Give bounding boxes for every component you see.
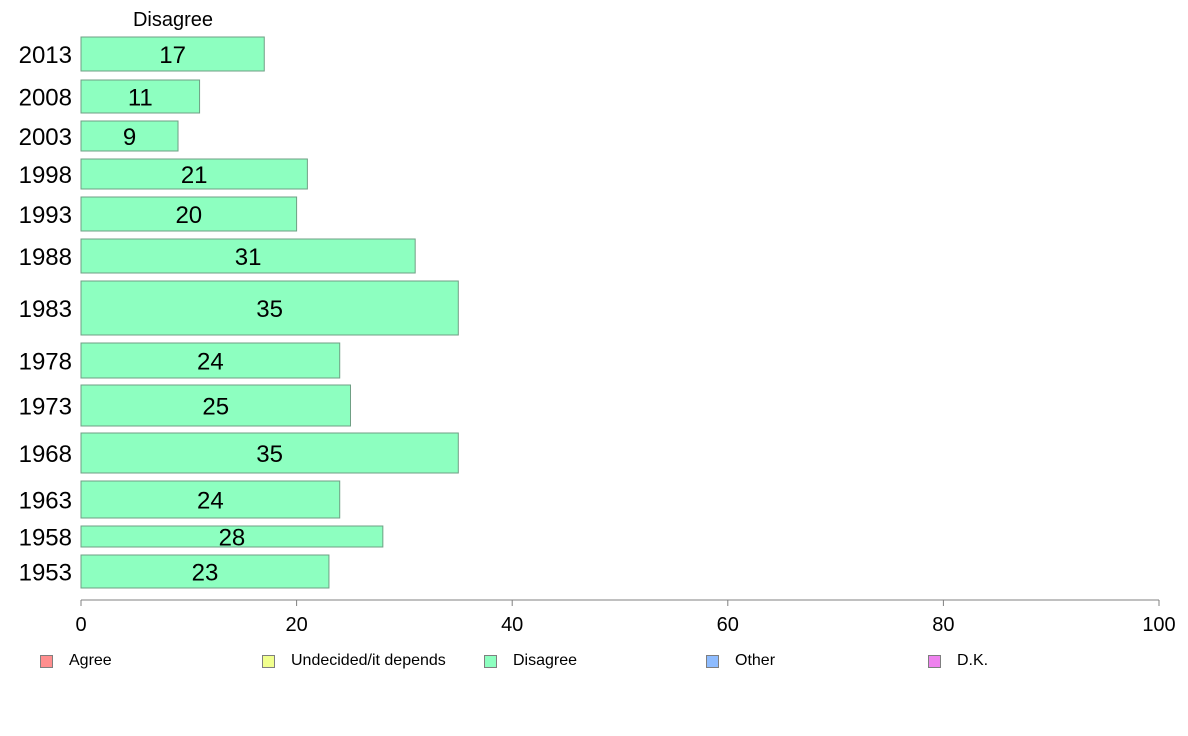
bar-2008 — [80, 79, 201, 114]
bar-1973 — [80, 384, 351, 427]
bar-1953 — [80, 554, 330, 589]
x-axis: 0 20 40 60 80 100 — [75, 599, 1176, 636]
data-label-1963: 24 — [197, 488, 224, 515]
x-tick-label-40: 40 — [501, 614, 523, 636]
legend-item-disagree: Disagree — [484, 652, 577, 670]
data-label-1988: 31 — [235, 244, 262, 271]
y-tick-label-1963: 1963 — [19, 488, 72, 515]
legend-swatch-other — [706, 654, 719, 668]
bar-1968 — [80, 432, 459, 474]
data-label-2008: 11 — [128, 85, 153, 112]
x-tick-label-60: 60 — [717, 614, 739, 636]
data-label-1993: 20 — [175, 202, 202, 229]
data-label-2013: 17 — [159, 42, 186, 69]
bar-1958 — [80, 525, 384, 548]
y-tick-label-1958: 1958 — [19, 525, 72, 552]
y-tick-label-1978: 1978 — [19, 349, 72, 376]
legend-swatch-undecided — [262, 654, 275, 668]
bar-1983 — [80, 280, 459, 336]
legend: Agree Undecided/it depends Disagree Othe… — [0, 652, 1188, 676]
data-label-1973: 25 — [202, 394, 229, 421]
legend-label-undecided: Undecided/it depends — [291, 652, 446, 669]
data-label-1978: 24 — [197, 349, 224, 376]
y-tick-label-1968: 1968 — [19, 441, 72, 468]
legend-item-dk: D.K. — [928, 652, 988, 670]
legend-item-other: Other — [706, 652, 775, 670]
y-tick-label-1983: 1983 — [19, 296, 72, 323]
legend-swatch-dk — [928, 654, 941, 668]
bar-1978 — [80, 342, 341, 379]
legend-label-other: Other — [735, 652, 776, 669]
data-label-1968: 35 — [256, 441, 283, 468]
x-tick-label-80: 80 — [932, 614, 954, 636]
y-tick-label-2003: 2003 — [19, 124, 72, 151]
bar-1993 — [80, 196, 298, 232]
bar-1988 — [80, 238, 416, 274]
x-tick-label-20: 20 — [285, 614, 307, 636]
chart-title: Disagree — [133, 9, 213, 31]
y-tick-label-1973: 1973 — [19, 394, 72, 421]
data-label-1953: 23 — [192, 560, 219, 587]
data-label-1998: 21 — [181, 162, 208, 189]
y-tick-label-1953: 1953 — [19, 560, 72, 587]
legend-item-undecided: Undecided/it depends — [262, 652, 446, 670]
x-tick-label-0: 0 — [75, 614, 86, 636]
y-tick-label-2013: 2013 — [19, 42, 72, 69]
y-axis-labels: 2013 2008 2003 1998 1993 1988 1983 1978 1973 1968… — [19, 42, 72, 587]
y-tick-label-1998: 1998 — [19, 162, 72, 189]
legend-swatch-disagree — [484, 654, 497, 668]
y-tick-label-1993: 1993 — [19, 202, 72, 229]
legend-label-disagree: Disagree — [513, 652, 578, 669]
x-tick-label-100: 100 — [1142, 614, 1175, 636]
data-label-1958: 28 — [219, 525, 246, 552]
y-tick-label-2008: 2008 — [19, 85, 72, 112]
legend-swatch-agree — [40, 654, 53, 668]
data-label-2003: 9 — [123, 124, 136, 151]
bar-2003 — [80, 120, 179, 152]
legend-label-agree: Agree — [69, 652, 112, 669]
legend-item-agree: Agree — [40, 652, 112, 670]
bar-1963 — [80, 480, 341, 519]
data-label-1983: 35 — [256, 296, 283, 323]
bar-1998 — [80, 158, 308, 190]
legend-label-dk: D.K. — [957, 652, 989, 669]
bar-2013 — [80, 36, 265, 72]
y-tick-label-1988: 1988 — [19, 244, 72, 271]
